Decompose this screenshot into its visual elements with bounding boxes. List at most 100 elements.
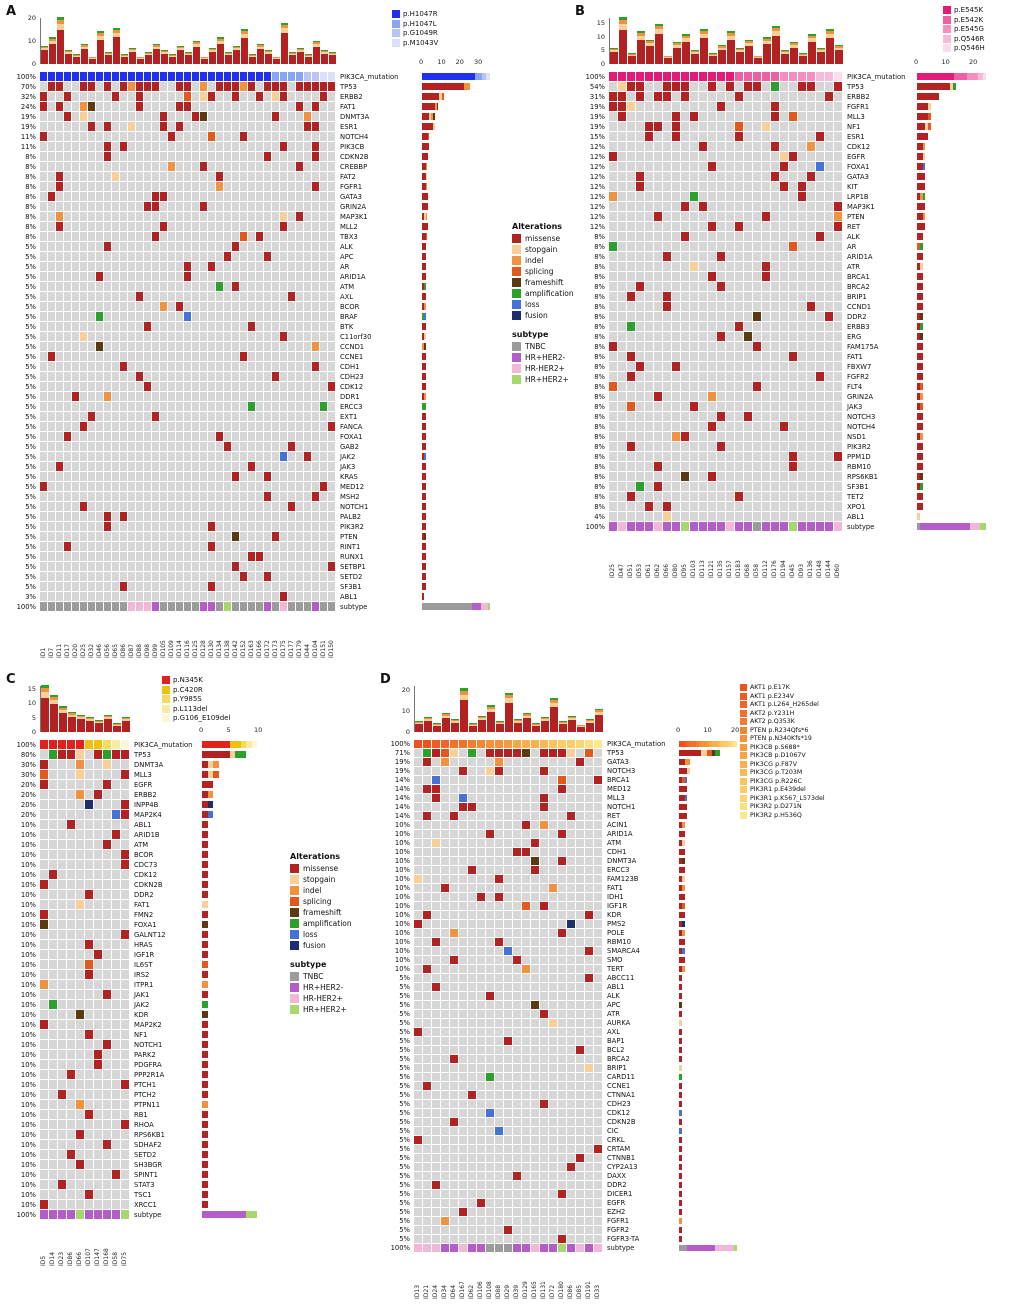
- empty-cell: [112, 552, 119, 561]
- empty-cell: [296, 242, 303, 251]
- top-bar: [257, 44, 264, 64]
- empty-cell: [67, 900, 75, 909]
- empty-cell: [240, 312, 247, 321]
- gene-freq-bar: [917, 162, 972, 171]
- gene-freq-bar: [422, 362, 477, 371]
- empty-cell: [176, 552, 183, 561]
- empty-cell: [288, 82, 295, 91]
- alteration-cell: [67, 750, 75, 759]
- empty-cell: [312, 402, 319, 411]
- freq-bar-segment: [917, 393, 920, 400]
- freq-bar-segment: [969, 523, 981, 530]
- freq-bar-segment: [925, 123, 928, 130]
- empty-cell: [176, 532, 183, 541]
- empty-cell: [807, 222, 815, 231]
- row-percent: 12%: [589, 212, 605, 221]
- empty-cell: [56, 522, 63, 531]
- row-cells: [609, 442, 843, 451]
- gene-row: 10% FMN2: [6, 910, 257, 919]
- empty-cell: [120, 472, 127, 481]
- empty-cell: [726, 152, 734, 161]
- empty-cell: [58, 770, 66, 779]
- empty-cell: [304, 172, 311, 181]
- empty-cell: [690, 452, 698, 461]
- alteration-cell: [49, 1000, 57, 1009]
- empty-cell: [735, 212, 743, 221]
- empty-cell: [136, 352, 143, 361]
- empty-cell: [807, 392, 815, 401]
- gene-label: PTPN11: [134, 1100, 161, 1109]
- empty-cell: [128, 252, 135, 261]
- empty-cell: [58, 860, 66, 869]
- freq-bar-segment: [423, 283, 426, 290]
- row-cells: [40, 72, 336, 81]
- empty-cell: [103, 800, 111, 809]
- freq-bar-segment: [422, 323, 426, 330]
- freq-bar-segment: [422, 603, 472, 610]
- gene-row: 5% CCNE1: [6, 352, 477, 361]
- empty-cell: [256, 182, 263, 191]
- empty-cell: [121, 1030, 129, 1039]
- empty-cell: [94, 1090, 102, 1099]
- gene-row: 10% NF1: [6, 1030, 257, 1039]
- alteration-cell: [780, 422, 788, 431]
- alteration-cell: [609, 152, 617, 161]
- empty-cell: [280, 182, 287, 191]
- empty-cell: [112, 352, 119, 361]
- gene-row: 5% JAK3: [6, 462, 477, 471]
- empty-cell: [816, 322, 824, 331]
- empty-cell: [312, 212, 319, 221]
- empty-cell: [192, 182, 199, 191]
- freq-bar-segment: [207, 801, 213, 808]
- empty-cell: [240, 542, 247, 551]
- empty-cell: [609, 122, 617, 131]
- freq-bar-segment: [422, 163, 426, 170]
- top-bar-segment: [145, 53, 152, 54]
- empty-cell: [240, 332, 247, 341]
- alteration-cell: [816, 372, 824, 381]
- empty-cell: [176, 342, 183, 351]
- empty-cell: [48, 332, 55, 341]
- empty-cell: [328, 462, 335, 471]
- empty-cell: [296, 432, 303, 441]
- row-cells: [40, 82, 336, 91]
- empty-cell: [753, 482, 761, 491]
- empty-cell: [88, 402, 95, 411]
- top-bar: [754, 56, 762, 64]
- empty-cell: [304, 212, 311, 221]
- empty-cell: [789, 402, 797, 411]
- empty-cell: [681, 222, 689, 231]
- empty-cell: [40, 790, 48, 799]
- alteration-cell: [681, 82, 689, 91]
- alteration-cell: [627, 402, 635, 411]
- top-bar-segment: [201, 59, 208, 64]
- empty-cell: [104, 222, 111, 231]
- empty-cell: [104, 92, 111, 101]
- empty-cell: [636, 512, 644, 521]
- empty-cell: [152, 252, 159, 261]
- empty-cell: [735, 502, 743, 511]
- empty-cell: [304, 292, 311, 301]
- empty-cell: [152, 462, 159, 471]
- row-percent: 5%: [25, 502, 36, 511]
- empty-cell: [192, 452, 199, 461]
- empty-cell: [96, 242, 103, 251]
- empty-cell: [136, 552, 143, 561]
- empty-cell: [112, 142, 119, 151]
- sample-label: ID179: [296, 640, 303, 658]
- empty-cell: [64, 282, 71, 291]
- top-bar-segment: [217, 37, 224, 39]
- empty-cell: [825, 242, 833, 251]
- gene-label: CDK12: [134, 870, 158, 879]
- empty-cell: [184, 482, 191, 491]
- empty-cell: [200, 362, 207, 371]
- empty-cell: [216, 192, 223, 201]
- top-bar-segment: [153, 44, 160, 45]
- top-bar-segment: [691, 54, 699, 64]
- empty-cell: [85, 810, 93, 819]
- empty-cell: [67, 1100, 75, 1109]
- empty-cell: [762, 162, 770, 171]
- gene-label: TET2: [847, 492, 864, 501]
- top-bar-segment: [50, 695, 58, 697]
- empty-cell: [56, 592, 63, 601]
